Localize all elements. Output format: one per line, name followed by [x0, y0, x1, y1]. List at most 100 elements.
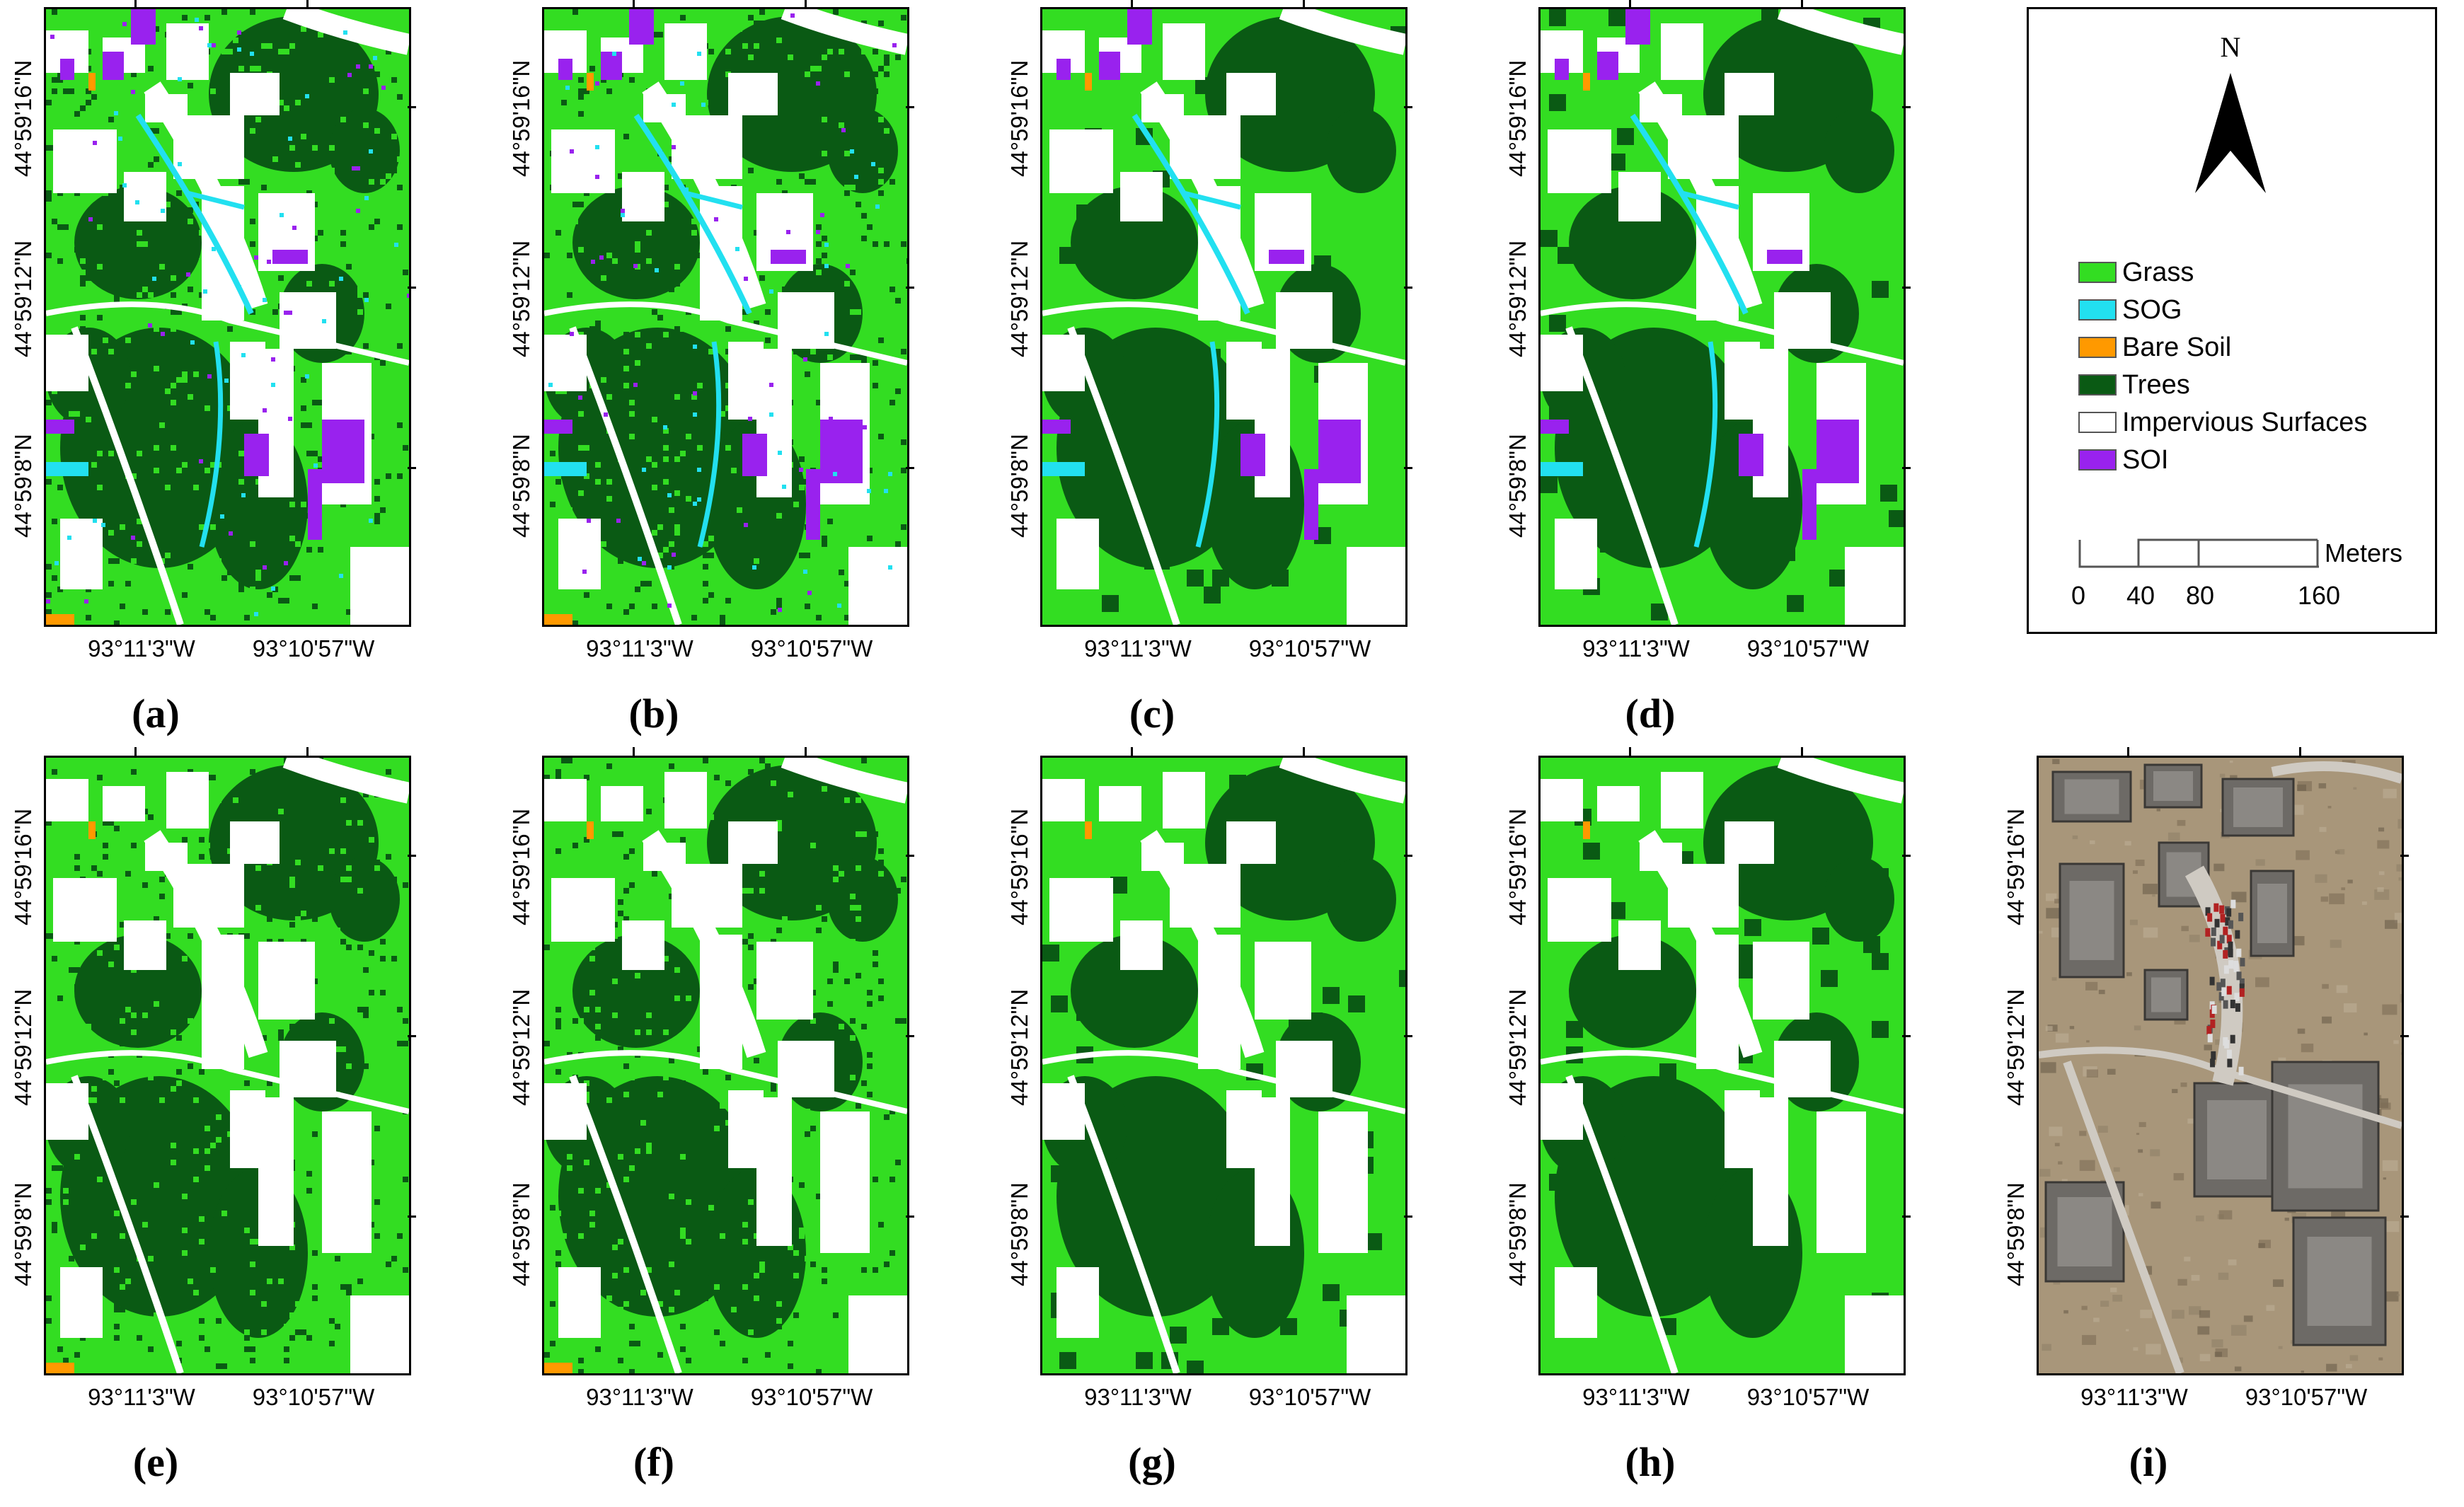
longitude-tick	[1131, 0, 1133, 7]
panel-label: (a)	[132, 691, 180, 737]
longitude-label: 93°10'57"W	[1248, 1384, 1371, 1410]
longitude-label: 93°11'3"W	[586, 635, 693, 662]
latitude-label: 44°59'8"N	[1006, 434, 1032, 538]
latitude-tick	[2400, 1216, 2409, 1218]
latitude-tick	[408, 855, 416, 857]
legend-swatch-soi	[2078, 449, 2117, 470]
classification-map	[1538, 756, 1906, 1375]
scale-tick-40: 40	[2126, 581, 2155, 610]
longitude-label: 93°11'3"W	[88, 635, 195, 662]
longitude-tick	[1629, 0, 1631, 7]
map-panel-i: 44°59'16"N 44°59'12"N 44°59'8"N 93°11'3"W 93…	[1993, 747, 2409, 1485]
latitude-tick	[1902, 1216, 1911, 1218]
latitude-tick	[1404, 106, 1412, 108]
longitude-tick	[2127, 747, 2129, 756]
latitude-tick	[1902, 855, 1911, 857]
longitude-tick	[306, 747, 309, 756]
longitude-label: 93°11'3"W	[1084, 1384, 1192, 1410]
longitude-tick	[1801, 0, 1803, 7]
latitude-tick	[906, 287, 914, 289]
longitude-label: 93°10'57"W	[1746, 635, 1870, 662]
longitude-tick	[633, 0, 635, 7]
longitude-tick	[134, 0, 137, 7]
legend-item-grass: Grass	[2078, 258, 2194, 287]
map-panel-c: 44°59'16"N 44°59'12"N 44°59'8"N 93°11'3"W 93…	[996, 0, 1412, 737]
classification-map	[1040, 7, 1407, 627]
legend-swatch-grass	[2078, 262, 2117, 283]
longitude-tick	[805, 747, 807, 756]
longitude-tick	[1303, 0, 1305, 7]
scale-tick-160: 160	[2298, 581, 2341, 610]
longitude-tick	[1801, 747, 1803, 756]
latitude-tick	[906, 106, 914, 108]
scale-bar-graphic	[2078, 538, 2319, 568]
north-label: N	[2220, 31, 2241, 63]
latitude-tick	[1404, 467, 1412, 469]
classification-map	[1040, 756, 1407, 1375]
map-panel-a: 44°59'16"N 44°59'12"N 44°59'8"N 93°11'3"W 93…	[0, 0, 416, 737]
map-panel-f: 44°59'16"N 44°59'12"N 44°59'8"N 93°11'3"W 93…	[498, 747, 914, 1485]
latitude-label: 44°59'8"N	[2003, 1182, 2029, 1286]
map-panel-b: 44°59'16"N 44°59'12"N 44°59'8"N 93°11'3"W 93…	[498, 0, 914, 737]
classification-map	[542, 756, 909, 1375]
legend-label-bare-soil: Bare Soil	[2122, 332, 2232, 362]
panel-label: (i)	[2129, 1439, 2168, 1485]
classification-map	[542, 7, 909, 627]
scale-unit: Meters	[2325, 538, 2403, 567]
latitude-label: 44°59'16"N	[1006, 59, 1032, 177]
legend-item-impervious: Impervious Surfaces	[2078, 408, 2367, 437]
map-panel-e: 44°59'16"N 44°59'12"N 44°59'8"N 93°11'3"W 93…	[0, 747, 416, 1485]
longitude-label: 93°10'57"W	[1248, 635, 1371, 662]
panel-label: (f)	[633, 1439, 674, 1485]
latitude-tick	[408, 106, 416, 108]
latitude-label: 44°59'12"N	[1504, 988, 1531, 1106]
legend-item-soi: SOI	[2078, 444, 2169, 475]
latitude-tick	[906, 855, 914, 857]
latitude-tick	[1404, 1216, 1412, 1218]
longitude-tick	[633, 747, 635, 756]
longitude-tick	[2299, 747, 2301, 756]
longitude-tick	[1629, 747, 1631, 756]
legend-swatch-sog	[2078, 299, 2117, 321]
latitude-label: 44°59'16"N	[10, 808, 36, 925]
longitude-label: 93°10'57"W	[252, 1384, 375, 1410]
latitude-label: 44°59'16"N	[1006, 808, 1032, 925]
latitude-label: 44°59'12"N	[1006, 988, 1032, 1106]
scale-tick-0: 0	[2071, 581, 2086, 610]
latitude-tick	[1902, 467, 1911, 469]
legend-label-impervious: Impervious Surfaces	[2122, 407, 2368, 437]
legend-item-sog: SOG	[2078, 295, 2182, 325]
latitude-tick	[408, 1216, 416, 1218]
latitude-label: 44°59'16"N	[2003, 808, 2029, 925]
longitude-label: 93°11'3"W	[1582, 635, 1690, 662]
latitude-tick	[408, 467, 416, 469]
latitude-label: 44°59'12"N	[1006, 240, 1032, 357]
longitude-tick	[805, 0, 807, 7]
longitude-label: 93°10'57"W	[750, 635, 873, 662]
panel-label: (d)	[1625, 691, 1676, 737]
latitude-tick	[1404, 1035, 1412, 1037]
map-panel-d: 44°59'16"N 44°59'12"N 44°59'8"N 93°11'3"W 93…	[1495, 0, 1911, 737]
latitude-tick	[2400, 1035, 2409, 1037]
latitude-label: 44°59'16"N	[508, 808, 534, 925]
latitude-label: 44°59'8"N	[1504, 1182, 1531, 1286]
latitude-label: 44°59'12"N	[508, 240, 534, 357]
latitude-label: 44°59'12"N	[10, 988, 36, 1106]
latitude-tick	[1902, 1035, 1911, 1037]
latitude-tick	[408, 1035, 416, 1037]
panel-label: (e)	[132, 1439, 179, 1485]
legend-label-soi: SOI	[2122, 444, 2169, 475]
latitude-label: 44°59'8"N	[508, 1182, 534, 1286]
longitude-label: 93°11'3"W	[1084, 635, 1192, 662]
longitude-label: 93°11'3"W	[2080, 1384, 2188, 1410]
latitude-label: 44°59'12"N	[1504, 240, 1531, 357]
north-arrow-icon	[2195, 73, 2266, 193]
longitude-label: 93°11'3"W	[586, 1384, 693, 1410]
longitude-tick	[1303, 747, 1305, 756]
latitude-label: 44°59'12"N	[2003, 988, 2029, 1106]
scale-bar	[2078, 538, 2319, 577]
scale-tick-80: 80	[2186, 581, 2215, 610]
latitude-label: 44°59'8"N	[1504, 434, 1531, 538]
latitude-tick	[2400, 855, 2409, 857]
longitude-tick	[306, 0, 309, 7]
